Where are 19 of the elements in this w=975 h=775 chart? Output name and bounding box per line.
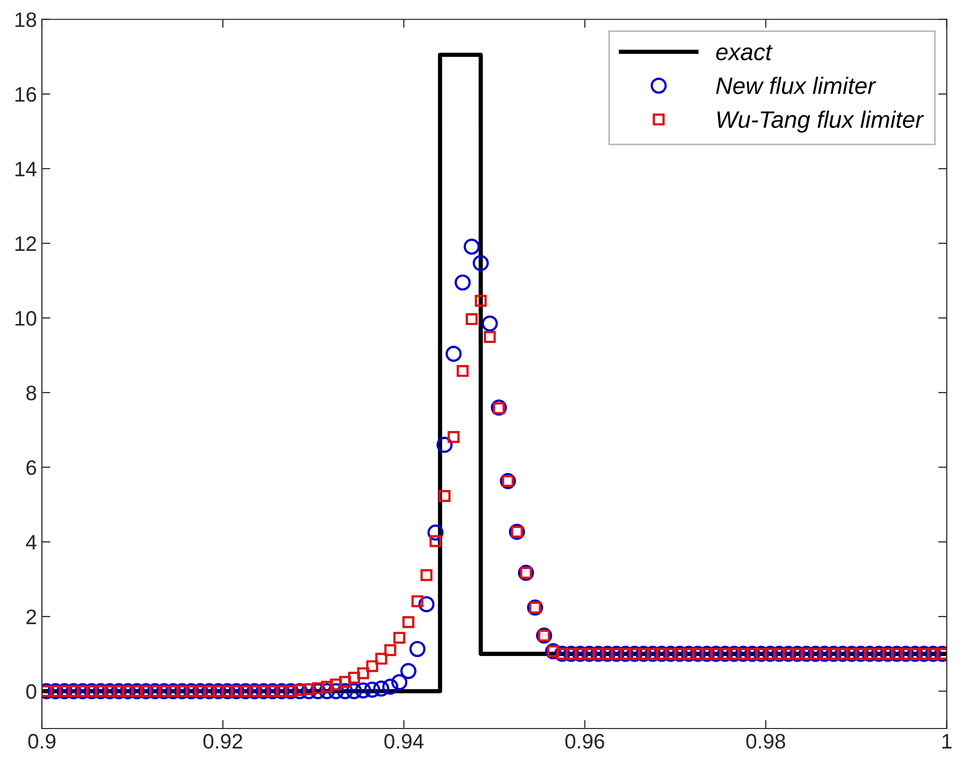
y-tick-label: 16 [15,87,36,102]
x-tick-label: 0.92 [203,734,242,749]
legend-label: New flux limiter [716,76,876,94]
y-tick-label: 18 [15,12,36,28]
y-tick-label: 8 [26,386,36,400]
y-tick-label: 4 [26,535,36,550]
legend-label: Wu-Tang flux limiter [717,110,924,133]
x-tick-label: 0.94 [384,734,424,749]
y-tick-label: 2 [26,610,36,624]
y-tick-label: 6 [26,460,36,475]
x-tick-label: 0.9 [28,734,56,749]
y-tick-label: 12 [15,236,36,251]
y-tick-label: 10 [15,310,36,326]
y-tick-label: 14 [15,162,36,176]
x-tick-label: 1 [942,734,952,748]
x-tick-label: 0.96 [565,734,604,749]
y-tick-label: 0 [26,684,36,699]
legend-label: exact [716,44,773,60]
x-tick-label: 0.98 [746,734,786,749]
